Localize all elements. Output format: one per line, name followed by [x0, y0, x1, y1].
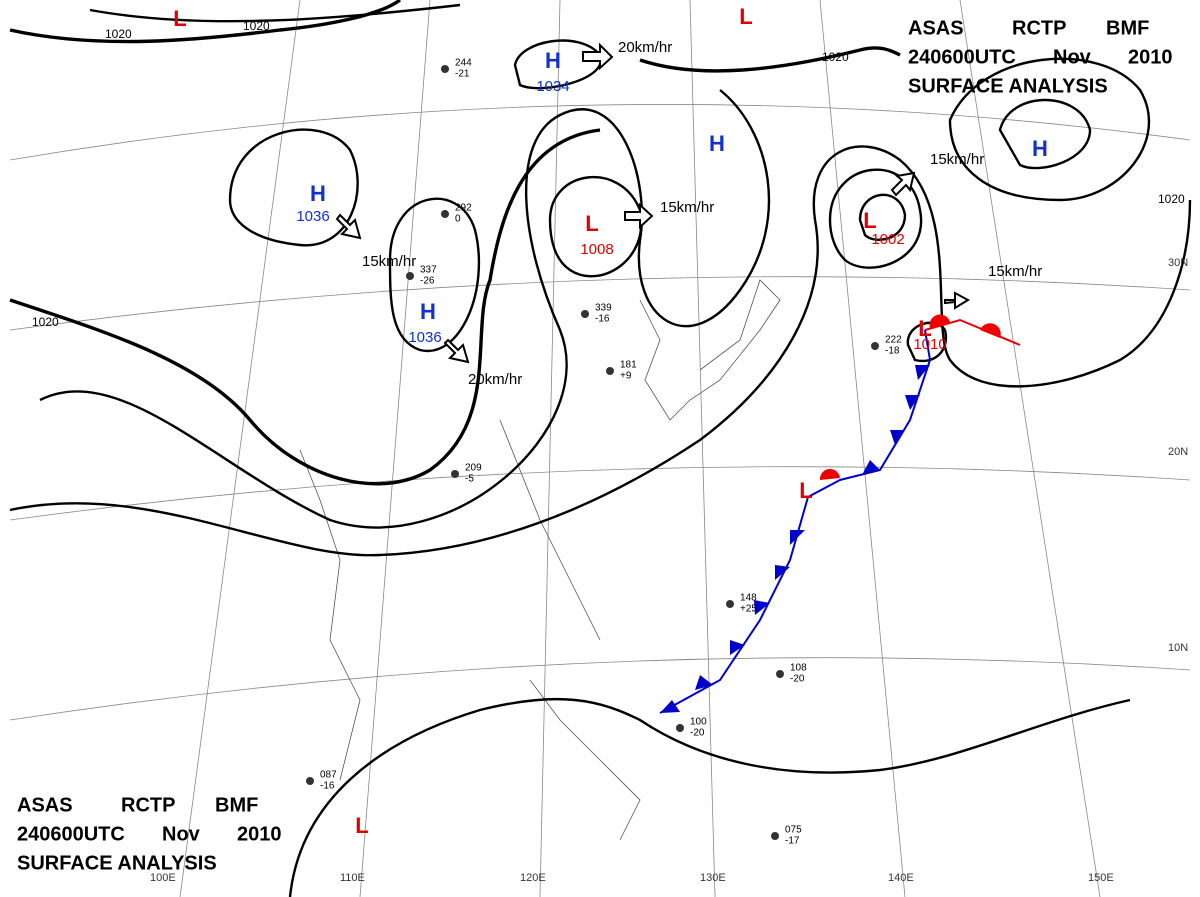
header-text: BMF — [1106, 17, 1149, 39]
header-text: 240600UTC — [17, 823, 125, 845]
pressure-value: 1036 — [296, 208, 329, 225]
pressure-value: 1002 — [871, 231, 904, 248]
station-symbol — [871, 342, 879, 350]
isobar-label: 1020 — [822, 50, 849, 64]
station-tendency: +9 — [620, 371, 632, 382]
header-text: 2010 — [237, 823, 282, 845]
station-pressure: 100 — [690, 717, 707, 728]
header-text: RCTP — [121, 794, 175, 816]
station-symbol — [726, 600, 734, 608]
motion-label: 15km/hr — [930, 151, 984, 168]
header-text: 240600UTC — [908, 46, 1016, 68]
station-pressure: 209 — [465, 463, 482, 474]
isobar-label: 1020 — [105, 27, 132, 41]
station-symbol — [306, 777, 314, 785]
pressure-symbol: L — [739, 4, 752, 29]
pressure-symbol: L — [918, 316, 931, 341]
header-text: Nov — [162, 823, 201, 845]
pressure-symbol: H — [310, 181, 326, 206]
pressure-value: 1010 — [913, 336, 946, 353]
header-text: RCTP — [1012, 17, 1066, 39]
pressure-symbol: L — [799, 478, 812, 503]
station-pressure: 108 — [790, 663, 807, 674]
motion-label: 20km/hr — [468, 371, 522, 388]
station-symbol — [451, 470, 459, 478]
pressure-symbol: L — [585, 211, 598, 236]
motion-label: 15km/hr — [660, 199, 714, 216]
station-tendency: -5 — [465, 474, 474, 485]
station-pressure: 148 — [740, 593, 757, 604]
station-pressure: 075 — [785, 825, 802, 836]
station-pressure: 339 — [595, 303, 612, 314]
pressure-value: 1036 — [408, 329, 441, 346]
isobars — [9, 0, 1192, 897]
pressure-value: 1034 — [536, 78, 569, 95]
pressure-symbol: H — [1032, 136, 1048, 161]
station-pressure: 087 — [320, 770, 337, 781]
header-text: SURFACE ANALYSIS — [908, 75, 1108, 97]
station-tendency: -20 — [790, 674, 805, 685]
station-pressure: 337 — [420, 265, 437, 276]
grid-label: 20N — [1168, 446, 1188, 458]
header-text: BMF — [215, 794, 258, 816]
station-pressure: 292 — [455, 203, 472, 214]
station-tendency: -20 — [690, 728, 705, 739]
station-tendency: -26 — [420, 276, 435, 287]
labels: ASAS RCTP BMF 240600UTC Nov 2010 SURFACE ANALY… — [17, 4, 1188, 884]
station-pressure: 244 — [455, 58, 472, 69]
station-pressure: 222 — [885, 335, 902, 346]
pressure-symbol: L — [355, 813, 368, 838]
station-pressure: 181 — [620, 360, 637, 371]
grid-label: 140E — [888, 872, 914, 884]
coastlines — [299, 279, 781, 841]
station-symbol — [581, 310, 589, 318]
station-symbol — [676, 724, 684, 732]
pressure-symbol: H — [709, 131, 725, 156]
header-text: Nov — [1053, 46, 1092, 68]
pressure-symbol: H — [420, 299, 436, 324]
grid-label: 10N — [1168, 642, 1188, 654]
motion-label: 15km/hr — [362, 253, 416, 270]
station-tendency: -16 — [320, 781, 335, 792]
grid-label: 130E — [700, 872, 726, 884]
station-symbol — [606, 367, 614, 375]
station-symbol — [441, 210, 449, 218]
pressure-value: 1008 — [580, 241, 613, 258]
pressure-symbol: H — [545, 48, 561, 73]
grid-label: 110E — [340, 872, 365, 884]
station-symbol — [776, 670, 784, 678]
grid-label: 30N — [1168, 257, 1188, 269]
fronts — [659, 314, 1021, 714]
header-text: 2010 — [1128, 46, 1173, 68]
station-tendency: -17 — [785, 836, 800, 847]
pressure-symbol: L — [863, 208, 876, 233]
isobar-label: 1020 — [1158, 192, 1185, 206]
station-symbol — [406, 272, 414, 280]
pressure-symbol: L — [173, 6, 186, 31]
station-symbol — [771, 832, 779, 840]
station-tendency: 0 — [455, 214, 461, 225]
header-text: ASAS — [17, 794, 73, 816]
grid-label: 150E — [1088, 872, 1114, 884]
header-text: ASAS — [908, 17, 964, 39]
graticule — [9, 0, 1191, 897]
isobar-label: 1020 — [32, 315, 59, 329]
station-tendency: +25 — [740, 604, 757, 615]
station-tendency: -18 — [885, 346, 900, 357]
header-text: SURFACE ANALYSIS — [17, 852, 217, 874]
motion-label: 15km/hr — [988, 263, 1042, 280]
station-symbol — [441, 65, 449, 73]
grid-label: 120E — [520, 872, 546, 884]
motion-arrows — [335, 42, 971, 364]
motion-label: 20km/hr — [618, 39, 672, 56]
grid-label: 100E — [150, 872, 176, 884]
station-tendency: -21 — [455, 69, 470, 80]
isobar-label: 1020 — [243, 19, 270, 33]
station-tendency: -16 — [595, 314, 610, 325]
